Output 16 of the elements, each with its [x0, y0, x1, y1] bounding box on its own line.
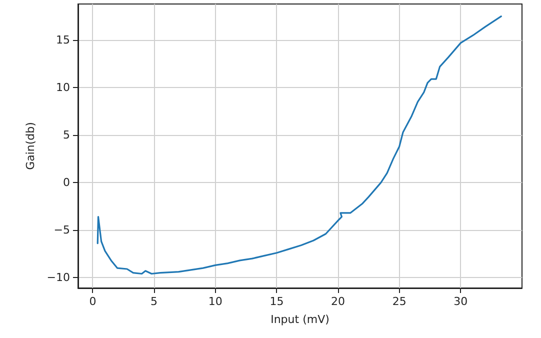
x-tick-label: 5 — [150, 295, 158, 308]
y-tick-label: −5 — [54, 224, 70, 237]
x-axis-title: Input (mV) — [270, 313, 330, 326]
y-tick-label: 15 — [56, 34, 70, 47]
x-tick-label: 10 — [208, 295, 222, 308]
x-tick-label: 25 — [392, 295, 406, 308]
line-series — [96, 16, 502, 275]
y-tick-label: −10 — [46, 271, 70, 284]
y-tick-label: 5 — [63, 128, 70, 142]
x-tick-label: 0 — [89, 295, 96, 308]
y-tick-label: 0 — [63, 176, 70, 190]
y-tick-label: 10 — [56, 81, 70, 94]
x-tick-label: 15 — [270, 295, 284, 308]
x-tick-label: 20 — [331, 295, 346, 308]
y-axis-title: Gain(db) — [24, 122, 37, 170]
x-tick-label: 30 — [454, 295, 468, 308]
